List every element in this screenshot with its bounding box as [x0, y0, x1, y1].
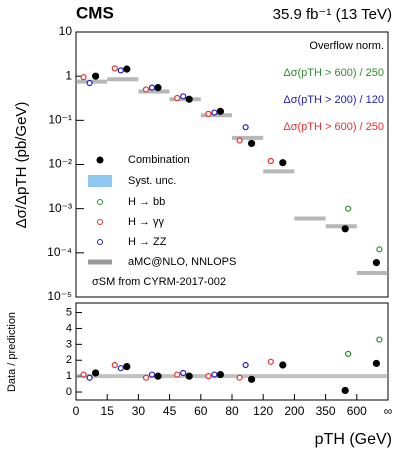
data-point — [154, 84, 162, 92]
legend-label: aMC@NLO, NNLOPS — [128, 256, 236, 268]
x-tick-label: 80 — [225, 404, 239, 418]
legend-label: H → ZZ — [128, 236, 167, 248]
y-tick-label: 10⁻³ — [48, 201, 72, 215]
ratio-frame — [75, 302, 389, 401]
ratio-point — [267, 358, 274, 365]
ratio-point — [148, 371, 156, 378]
data-point — [174, 94, 181, 102]
ratio-point — [242, 361, 249, 369]
ratio-point — [248, 375, 256, 383]
data-point — [205, 110, 212, 117]
ratio-point — [185, 372, 193, 380]
y-tick-label: 10⁻⁵ — [47, 289, 72, 303]
data-point — [180, 93, 187, 100]
x-axis-label: pTH (GeV) — [315, 431, 392, 448]
x-tick-label: ∞ — [384, 404, 393, 418]
annotation: Δσ(pTH > 200) / 120 — [283, 94, 384, 106]
legend-band — [88, 175, 112, 187]
ratio-tick-label: 2 — [66, 354, 72, 366]
ratio-point — [91, 369, 100, 377]
data-point — [242, 124, 249, 131]
legend-label: Combination — [128, 154, 190, 166]
ratio-point — [211, 371, 218, 378]
ratio-tick-label: 0 — [66, 386, 72, 398]
legend-marker — [97, 239, 103, 245]
data-point — [185, 95, 193, 103]
ratio-tick-label: 4 — [66, 322, 72, 334]
data-point — [279, 159, 287, 167]
ratio-point — [154, 372, 162, 380]
ratio-point — [80, 371, 87, 378]
x-tick-label: 60 — [194, 404, 208, 418]
ratio-point — [174, 371, 181, 378]
x-tick-label: 30 — [132, 404, 146, 418]
x-tick-label: 45 — [163, 404, 177, 418]
x-tick-label: 0 — [73, 404, 80, 418]
ratio-point — [142, 374, 150, 381]
data-point — [376, 246, 383, 253]
ratio-point — [279, 361, 287, 369]
ratio-point — [236, 374, 243, 381]
legend-marker — [97, 199, 103, 205]
data-point — [148, 84, 156, 91]
annotation: Overflow norm. — [309, 40, 384, 52]
annotation: Δσ(pTH > 600) / 250 — [283, 121, 384, 133]
ratio-point — [123, 363, 131, 371]
ratio-point — [86, 374, 93, 381]
ratio-point — [117, 365, 124, 372]
legend-marker — [96, 156, 104, 164]
data-point — [372, 259, 380, 267]
ratio-tick-label: 3 — [66, 338, 72, 350]
ratio-point — [216, 370, 224, 379]
data-point — [341, 225, 349, 233]
ratio-point — [180, 369, 187, 377]
data-point — [216, 107, 224, 115]
data-point — [117, 67, 124, 74]
y-tick-label: 10⁻² — [48, 157, 72, 171]
y-tick-label: 10⁻¹ — [48, 113, 72, 127]
legend-label: H → γγ — [128, 216, 165, 228]
data-point — [123, 65, 131, 73]
ratio-axis-label: Data / prediction — [6, 312, 18, 392]
data-point — [211, 109, 218, 116]
ratio-point — [345, 350, 352, 357]
x-tick-label: 600 — [347, 404, 367, 418]
x-tick-label: 120 — [253, 404, 273, 418]
x-tick-label: 200 — [284, 404, 304, 418]
data-point — [80, 74, 87, 81]
ratio-point — [205, 373, 212, 380]
data-point — [142, 86, 150, 93]
ratio-tick-label: 1 — [66, 370, 72, 382]
chart-title: CMS — [76, 3, 114, 22]
ratio-point — [111, 361, 118, 369]
annotation: Δσ(pTH > 600) / 250 — [283, 67, 384, 79]
annotation: σSM from CYRM-2017-002 — [92, 276, 226, 288]
x-tick-label: 350 — [316, 404, 336, 418]
data-point — [111, 65, 118, 72]
y-tick-label: 10⁻⁴ — [47, 245, 72, 259]
ratio-point — [341, 386, 349, 395]
legend-marker — [97, 219, 103, 225]
data-point — [236, 137, 243, 144]
legend-label: Syst. unc. — [128, 175, 176, 187]
data-point — [248, 139, 256, 148]
data-point — [91, 72, 100, 80]
ratio-point — [376, 336, 383, 343]
legend-label: H → bb — [128, 196, 165, 208]
data-point — [86, 79, 93, 87]
ratio-tick-label: 5 — [66, 306, 72, 318]
ratio-point — [372, 359, 380, 368]
data-point — [345, 205, 352, 212]
y-tick-label: 1 — [65, 68, 72, 82]
chart-subtitle: 35.9 fb⁻¹ (13 TeV) — [273, 6, 392, 23]
x-tick-label: 15 — [101, 404, 115, 418]
data-point — [267, 157, 274, 165]
y-tick-label: 10 — [59, 24, 73, 38]
y-axis-label: Δσ/ΔpTH (pb/GeV) — [13, 102, 30, 229]
